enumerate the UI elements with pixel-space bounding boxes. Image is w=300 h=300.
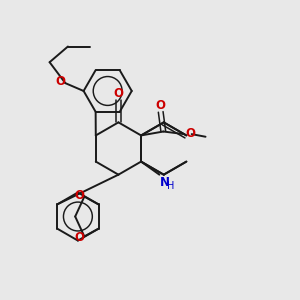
Text: O: O <box>55 75 65 88</box>
Text: O: O <box>113 87 123 100</box>
Text: N: N <box>160 176 170 189</box>
Text: O: O <box>74 189 84 202</box>
Text: H: H <box>167 181 174 191</box>
Text: O: O <box>74 231 84 244</box>
Text: O: O <box>156 99 166 112</box>
Text: O: O <box>185 127 196 140</box>
